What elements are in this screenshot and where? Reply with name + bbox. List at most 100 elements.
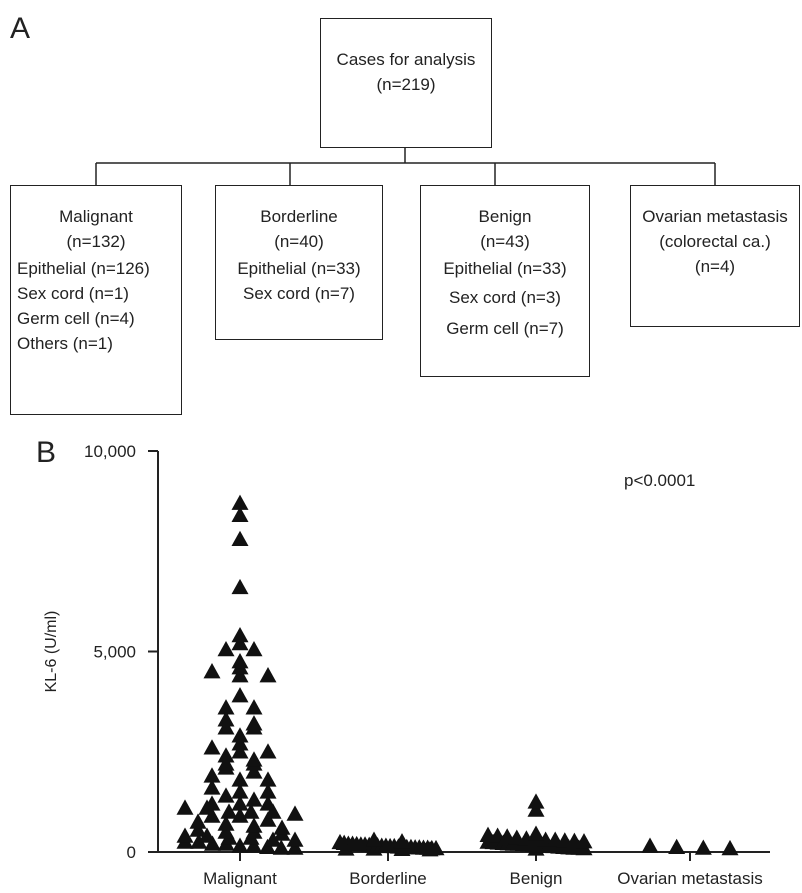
data-point-triangle [721,839,739,856]
group-title: Malignant [59,207,133,226]
data-point-triangle [272,839,290,855]
group-box-benign: Benign (n=43) Epithelial (n=33) Sex cord… [420,185,590,377]
x-tick-label: Borderline [349,869,427,888]
data-point-triangle [245,817,263,833]
data-point-triangle [286,805,304,821]
p-value-annotation: p<0.0001 [624,471,695,490]
x-tick-label: Malignant [203,869,277,888]
flowchart-connectors [95,148,716,185]
data-point-triangle [245,791,263,807]
group-count: (n=43) [480,232,530,251]
data-point-triangle [393,833,411,849]
x-tick-label: Benign [510,869,563,888]
panel-label-a: A [10,12,31,45]
data-point-triangle [231,687,249,703]
y-tick-label: 0 [127,843,136,862]
group-box-ovarian-metastasis: Ovarian metastasis (colorectal ca.) (n=4… [630,185,800,327]
data-point-triangle [286,831,304,847]
data-point-triangle [231,667,249,683]
data-point-triangle [231,783,249,799]
group-line: Sex cord (n=3) [449,288,561,307]
panel-label-b: B [36,436,57,469]
data-point-triangle [231,743,249,759]
data-point-triangle [259,771,277,787]
data-point-triangle [259,667,277,683]
data-point-triangle [189,813,207,829]
data-point-triangle [217,747,235,763]
root-box: Cases for analysis (n=219) [320,18,492,148]
data-point-triangle [231,837,249,853]
data-point-triangle [259,743,277,759]
data-point-triangle [220,803,238,819]
data-point-triangle [694,839,712,855]
group-line: Others (n=1) [17,334,113,353]
data-point-triangle [231,807,249,823]
group-line: Sex cord (n=1) [17,284,129,303]
data-point-triangle [217,699,235,715]
data-point-triangle [203,663,221,679]
data-point-triangle [231,578,249,595]
data-point-triangle [527,801,545,817]
data-point-triangle [203,779,221,795]
data-point-triangle [203,807,221,823]
data-point-triangle [527,793,545,809]
group-line: Germ cell (n=7) [446,319,564,338]
y-tick-label: 10,000 [84,442,136,461]
data-point-triangle [365,831,383,847]
scatter-chart: 0 5,000 10,000 KL-6 (U/ml) Malignant Borderli… [43,442,770,888]
data-point-triangle [217,787,235,803]
data-point-triangle [575,833,593,849]
data-point-triangle [176,799,194,815]
group-box-borderline: Borderline (n=40) Epithelial (n=33) Sex … [215,185,383,340]
data-point-triangle [259,795,277,811]
data-point-triangle [217,755,235,771]
group-line: Epithelial (n=126) [17,259,150,278]
group-count: (n=40) [274,232,324,251]
data-point-triangle [231,727,249,743]
data-point-triangle [245,715,263,731]
data-point-triangle [245,640,263,657]
data-point-triangle [245,699,263,715]
data-point-triangle [231,494,249,510]
data-point-triangle [427,839,445,856]
data-point-triangle [217,640,235,657]
data-point-triangle [259,783,277,799]
data-point-triangle [217,823,235,839]
data-point-triangle [203,739,221,755]
data-point-triangle [264,831,282,847]
data-point-triangle [527,825,545,841]
group-line: Sex cord (n=7) [243,284,355,303]
data-point-triangle [242,803,260,819]
data-point-triangle [204,835,221,851]
group-line: Epithelial (n=33) [443,259,567,278]
data-point-triangle [231,626,249,643]
group-box-malignant: Malignant (n=132) Epithelial (n=126) Sex… [10,185,182,415]
root-count: (n=219) [376,75,436,94]
data-point-triangle [203,767,221,783]
data-point-triangle [231,735,249,751]
data-point-triangle [245,837,263,853]
data-point-triangle [231,530,249,547]
data-point-triangle [668,838,686,854]
data-point-triangle [231,653,249,669]
data-point-triangle [231,795,249,811]
y-axis-label: KL-6 (U/ml) [43,611,60,693]
y-tick-label: 5,000 [93,643,136,662]
data-point-triangle [259,811,277,827]
group-count: (n=4) [694,257,736,276]
data-point-triangle [286,839,304,855]
data-point-triangle [245,763,263,779]
data-point-triangle [203,795,221,811]
root-title: Cases for analysis [336,50,476,69]
group-title: Benign [478,207,532,226]
data-point-triangle [190,833,208,849]
data-point-triangle [231,771,249,787]
data-point-triangle [273,819,291,835]
group-title: Ovarian metastasis [642,207,788,226]
group-line: Epithelial (n=33) [237,259,361,278]
data-point-triangle [641,837,659,853]
data-point-triangle [176,827,194,843]
data-point-triangle [198,827,216,843]
group-subtitle: (colorectal ca.) [659,232,771,251]
data-point-triangle [245,751,263,767]
